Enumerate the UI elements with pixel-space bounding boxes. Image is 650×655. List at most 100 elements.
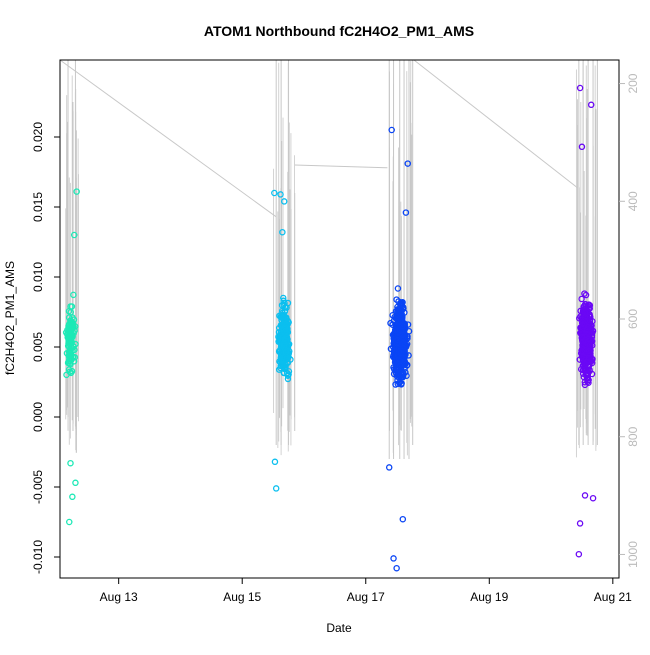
data-point-outlier — [272, 485, 280, 492]
y-tick-label: 0.005 — [31, 332, 45, 362]
transit-line — [59, 59, 277, 218]
y-tick-label: 0.020 — [31, 122, 45, 152]
data-point-outlier — [576, 520, 584, 527]
data-point — [583, 375, 591, 383]
x-tick-label: Aug 19 — [470, 590, 508, 604]
data-point-outlier — [578, 143, 586, 151]
data-point — [69, 353, 77, 361]
data-point — [583, 358, 591, 366]
data-point — [66, 341, 74, 349]
data-point — [582, 291, 590, 299]
chart-title: ATOM1 Northbound fC2H4O2_PM1_AMS — [204, 23, 474, 39]
data-points — [62, 84, 597, 572]
series-aug-20-flight — [575, 84, 597, 558]
y2-tick-label: 400 — [626, 191, 640, 211]
data-point — [584, 324, 592, 331]
data-point-outlier — [399, 515, 407, 523]
series-aug-17-flight — [385, 126, 413, 572]
data-point — [65, 322, 72, 330]
y-tick-label: 0.015 — [31, 192, 45, 222]
data-point — [68, 303, 76, 310]
data-point — [387, 319, 394, 327]
data-point — [281, 320, 288, 328]
data-point — [277, 341, 285, 349]
data-point — [583, 365, 590, 373]
data-point — [393, 296, 400, 303]
data-point — [275, 324, 283, 332]
data-point — [400, 339, 407, 347]
data-point — [584, 378, 591, 385]
y-tick-label: -0.010 — [31, 540, 45, 574]
data-point — [399, 331, 406, 339]
y-axis: -0.010 -0.005 0.000 0.005 0.010 0.015 0.020 — [31, 122, 60, 574]
data-point — [280, 354, 287, 361]
data-point — [70, 291, 77, 299]
data-point — [63, 371, 70, 379]
data-point-outlier — [271, 458, 279, 466]
data-point — [282, 363, 289, 371]
data-point — [390, 370, 398, 378]
data-point — [283, 333, 291, 340]
data-point — [586, 347, 593, 355]
data-point — [282, 348, 290, 356]
y-axis-label: fC2H4O2_PM1_AMS — [3, 261, 17, 375]
data-point — [65, 359, 72, 366]
data-point — [578, 295, 585, 303]
data-point — [585, 335, 593, 343]
data-point — [397, 310, 404, 318]
data-point — [280, 342, 288, 350]
data-point-outlier — [66, 518, 73, 526]
series-aug-12-flight — [62, 188, 80, 526]
x-tick-label: Aug 17 — [347, 590, 385, 604]
data-point — [391, 326, 399, 334]
data-point — [284, 372, 292, 379]
data-point-outlier — [69, 493, 76, 501]
data-point — [281, 323, 289, 331]
y-tick-label: 0.010 — [31, 262, 45, 292]
data-point — [397, 349, 404, 357]
data-point-outlier — [277, 191, 284, 198]
data-point — [399, 299, 406, 306]
data-point-outlier — [402, 209, 410, 216]
data-point-outlier — [393, 564, 400, 572]
altitude-lines — [59, 59, 598, 459]
data-point-outlier — [67, 459, 74, 467]
x-axis-label: Date — [326, 621, 352, 635]
data-point — [394, 285, 402, 292]
data-point-outlier — [280, 198, 288, 205]
data-point-outlier — [388, 126, 395, 134]
transit-line — [413, 59, 578, 188]
data-point — [65, 314, 73, 321]
secondary-y-axis: 200 400 600 800 1000 — [619, 73, 640, 568]
data-point — [585, 379, 592, 387]
data-point-outlier — [271, 189, 278, 197]
data-point — [398, 380, 405, 387]
x-tick-label: Aug 13 — [100, 590, 138, 604]
data-point — [396, 362, 404, 370]
y2-tick-label: 200 — [626, 73, 640, 93]
data-point — [392, 323, 400, 331]
data-point — [284, 375, 292, 383]
data-point-outlier — [576, 84, 584, 92]
x-tick-label: Aug 15 — [223, 590, 261, 604]
data-point — [581, 290, 588, 297]
data-point-outlier — [587, 101, 595, 109]
y2-tick-label: 600 — [626, 309, 640, 329]
data-point — [582, 339, 589, 346]
data-point — [399, 371, 407, 379]
data-point — [68, 327, 75, 335]
data-point — [281, 304, 289, 311]
data-point — [584, 317, 591, 324]
data-point — [586, 342, 594, 349]
data-point-outlier — [279, 228, 286, 236]
data-point — [284, 299, 292, 307]
y2-tick-label: 800 — [626, 426, 640, 446]
data-point — [69, 314, 76, 321]
data-point-outlier — [581, 492, 589, 499]
data-point-outlier — [73, 188, 80, 195]
data-point-outlier — [589, 494, 597, 502]
data-point — [65, 307, 73, 315]
data-point — [582, 301, 590, 308]
data-point — [66, 338, 73, 345]
data-point-outlier — [385, 464, 393, 471]
